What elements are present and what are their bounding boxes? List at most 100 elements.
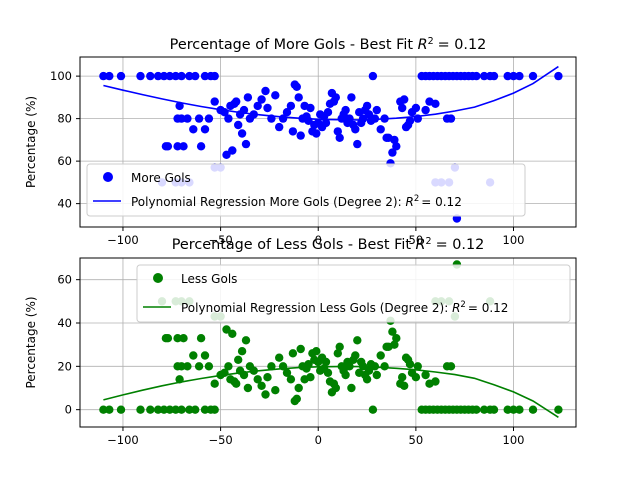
more-gols-data-point bbox=[372, 105, 381, 115]
less-gols-data-point bbox=[362, 375, 372, 384]
more-gols-data-point bbox=[210, 71, 219, 81]
more-gols-data-point bbox=[239, 105, 249, 115]
more-gols-data-point bbox=[376, 125, 385, 134]
less-gols-data-point bbox=[263, 373, 272, 382]
less-gols-data-point bbox=[364, 366, 374, 375]
more-gols-data-point bbox=[380, 114, 389, 123]
more-gols-data-point bbox=[271, 91, 280, 100]
less-gols-data-point bbox=[294, 383, 303, 393]
less-gols-data-point bbox=[331, 383, 340, 393]
more-gols-data-point bbox=[392, 142, 401, 151]
more-gols-data-point bbox=[261, 86, 270, 96]
less-gols-data-point bbox=[503, 405, 512, 414]
less-gols-data-point bbox=[191, 405, 200, 414]
more-gols-fit-legend-label: Polynomial Regression More Gols (Degree … bbox=[131, 194, 462, 209]
more-gols-data-point bbox=[200, 71, 210, 81]
less-gols-data-point bbox=[267, 362, 276, 371]
less-gols-data-point bbox=[204, 362, 214, 371]
less-gols-data-point bbox=[392, 334, 401, 343]
more-gols-data-point bbox=[323, 108, 333, 117]
less-gols-data-point bbox=[136, 405, 145, 414]
less-gols-data-point bbox=[292, 394, 301, 403]
more-gols-data-point bbox=[333, 127, 342, 136]
y-tick-label: 100 bbox=[50, 69, 72, 83]
more-gols-data-point bbox=[243, 93, 253, 102]
x-tick-label: −50 bbox=[208, 233, 232, 247]
less-gols-data-point bbox=[282, 368, 292, 377]
more-gols-data-point bbox=[200, 125, 210, 134]
y-tick-label: 80 bbox=[57, 112, 72, 126]
less-gols-data-point bbox=[165, 405, 174, 414]
more-gols-data-point bbox=[159, 71, 169, 81]
more-gols-data-point bbox=[286, 101, 296, 111]
less-gols-data-point bbox=[257, 381, 266, 390]
less-gols-data-point bbox=[372, 370, 381, 380]
less-gols-data-point bbox=[243, 383, 253, 393]
less-gols-data-point bbox=[515, 405, 524, 414]
x-tick-label: 0 bbox=[315, 433, 322, 447]
less-gols-data-point bbox=[323, 368, 333, 377]
less-gols-data-point bbox=[353, 336, 362, 345]
x-tick-label: 50 bbox=[409, 233, 424, 247]
more-gols-data-point bbox=[177, 114, 186, 123]
less-gols-panel: −100 −50 0 50 100 0 20 40 60 Percentage of Less … bbox=[24, 236, 577, 447]
less-gols-y-axis-label: Percentage (%) bbox=[24, 296, 38, 388]
more-gols-data-point bbox=[331, 93, 340, 102]
more-gols-data-point bbox=[345, 114, 354, 123]
more-gols-data-point bbox=[515, 71, 524, 81]
more-gols-data-point bbox=[249, 110, 258, 119]
less-gols-data-point bbox=[306, 373, 315, 382]
less-gols-data-point bbox=[341, 370, 350, 380]
more-gols-data-point bbox=[171, 71, 180, 81]
more-gols-data-point bbox=[204, 114, 214, 123]
more-gols-data-point bbox=[173, 142, 182, 151]
less-gols-data-point bbox=[210, 379, 219, 388]
more-gols-data-point bbox=[278, 114, 288, 123]
less-gols-data-point bbox=[296, 344, 305, 354]
more-gols-data-point bbox=[335, 133, 344, 142]
more-gols-data-point bbox=[312, 129, 321, 138]
less-gols-data-point bbox=[333, 349, 342, 358]
x-tick-label: −100 bbox=[107, 233, 139, 247]
less-gols-data-point bbox=[222, 325, 231, 334]
more-gols-legend-marker bbox=[103, 172, 113, 182]
less-gols-data-point bbox=[163, 334, 173, 343]
more-gols-data-point bbox=[177, 71, 186, 81]
more-gols-panel: −100 −50 0 50 100 40 60 80 100 Percentage of Mor… bbox=[24, 36, 577, 247]
more-gols-chart-title: Percentage of More Gols - Best Fit R2 = 0… bbox=[170, 36, 487, 54]
less-gols-data-point bbox=[304, 360, 313, 369]
x-tick-label: −100 bbox=[107, 433, 139, 447]
less-gols-data-point bbox=[405, 360, 415, 369]
more-gols-data-point bbox=[400, 95, 409, 104]
less-gols-data-point bbox=[200, 351, 210, 360]
less-gols-data-point bbox=[421, 370, 430, 380]
more-gols-data-point bbox=[528, 71, 538, 81]
less-gols-data-point bbox=[489, 405, 499, 414]
less-gols-data-point bbox=[175, 375, 184, 384]
more-gols-data-point bbox=[275, 122, 284, 132]
more-gols-data-point bbox=[257, 95, 266, 104]
more-gols-y-axis-label: Percentage (%) bbox=[24, 96, 38, 188]
less-gols-data-point bbox=[413, 362, 422, 371]
more-gols-data-point bbox=[480, 71, 489, 81]
more-gols-data-point bbox=[175, 101, 184, 111]
less-gols-data-point bbox=[271, 386, 280, 395]
less-gols-data-point bbox=[480, 405, 489, 414]
less-gols-data-point bbox=[528, 405, 538, 414]
less-gols-data-point bbox=[368, 405, 378, 414]
less-gols-data-point bbox=[370, 362, 380, 371]
less-gols-data-point bbox=[398, 373, 407, 382]
less-gols-data-point bbox=[239, 370, 249, 380]
more-gols-data-point bbox=[237, 129, 247, 138]
less-gols-data-point bbox=[179, 334, 188, 343]
less-gols-data-point bbox=[390, 340, 399, 349]
more-gols-data-point bbox=[388, 148, 397, 157]
less-gols-data-point bbox=[431, 377, 440, 386]
less-gols-data-point bbox=[376, 351, 385, 360]
less-gols-data-point bbox=[261, 390, 270, 399]
more-gols-data-point bbox=[503, 71, 512, 81]
more-gols-data-point bbox=[241, 139, 251, 149]
more-gols-data-point bbox=[210, 97, 219, 106]
more-gols-data-point bbox=[446, 114, 456, 123]
more-gols-data-point bbox=[489, 71, 499, 81]
